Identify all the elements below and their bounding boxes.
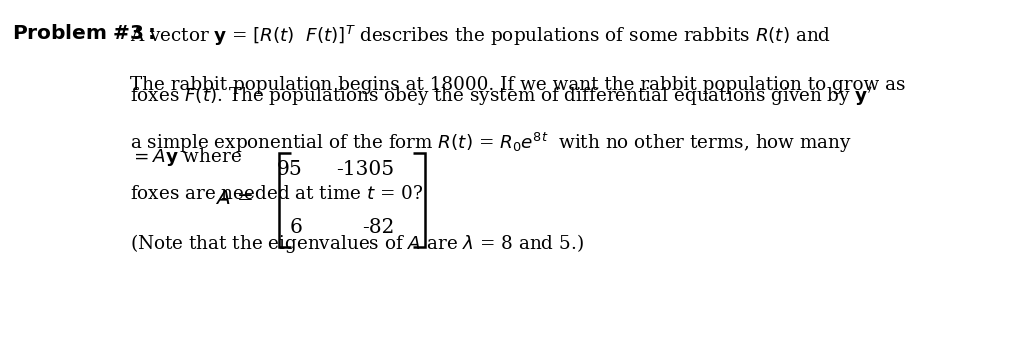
Text: $= A\mathbf{y}$ where: $= A\mathbf{y}$ where <box>130 146 242 168</box>
Text: -82: -82 <box>361 218 394 237</box>
Text: 95: 95 <box>276 160 302 179</box>
Text: 6: 6 <box>289 218 302 237</box>
Text: $\bf{Problem\ \#3:}$: $\bf{Problem\ \#3:}$ <box>12 24 156 43</box>
Text: a simple exponential of the form $R(t)$ = $R_0e^{8t}$  with no other terms, how : a simple exponential of the form $R(t)$ … <box>130 131 852 155</box>
Text: -1305: -1305 <box>336 160 394 179</box>
Text: A vector $\mathbf{y}$ = $[R(t)\ \ F(t)]^T$ describes the populations of some rab: A vector $\mathbf{y}$ = $[R(t)\ \ F(t)]^… <box>130 24 831 48</box>
Text: $A$ =: $A$ = <box>215 189 253 208</box>
Text: foxes $F(t)$. The populations obey the system of differential equations given by: foxes $F(t)$. The populations obey the s… <box>130 85 872 108</box>
Text: (Note that the eigenvalues of $A$ are $\lambda$ = 8 and 5.): (Note that the eigenvalues of $A$ are $\… <box>130 232 584 255</box>
Text: foxes are needed at time $t$ = 0?: foxes are needed at time $t$ = 0? <box>130 185 423 203</box>
Text: The rabbit population begins at 18000. If we want the rabbit population to grow : The rabbit population begins at 18000. I… <box>130 76 905 94</box>
